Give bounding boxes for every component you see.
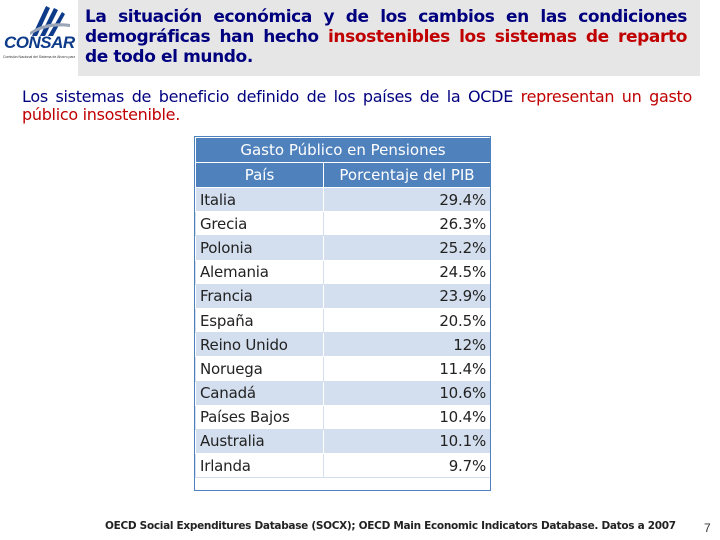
slide-title: La situación económica y de los cambios … (85, 7, 687, 67)
country-cell: Italia (195, 186, 324, 213)
percent-cell: 10.1% (323, 428, 491, 455)
consar-logo: CONSAR Comisión Nacional del Sistema de … (0, 0, 78, 76)
column-header-country: País (195, 162, 324, 188)
country-cell: España (195, 307, 324, 334)
table-row: España 20.5% (195, 307, 491, 334)
table-row: Alemania 24.5% (195, 259, 491, 285)
logo-wordmark: CONSAR (4, 33, 75, 52)
country-cell: Polonia (195, 235, 324, 261)
country-cell: Grecia (195, 211, 324, 237)
percent-cell: 29.4% (323, 186, 491, 213)
country-cell: Reino Unido (195, 332, 324, 358)
table-row: Australia 10.1% (195, 428, 491, 455)
table-row: Francia 23.9% (195, 283, 491, 309)
consar-logo-mark-icon (30, 6, 70, 36)
table-row: Países Bajos 10.4% (195, 404, 491, 430)
table-row: Noruega 11.4% (195, 356, 491, 382)
table-row: Italia 29.4% (195, 186, 491, 213)
percent-cell: 24.5% (323, 259, 491, 285)
country-cell: Países Bajos (195, 404, 324, 430)
country-cell: Noruega (195, 356, 324, 382)
percent-cell: 10.6% (323, 380, 491, 406)
percent-cell: 25.2% (323, 235, 491, 261)
percent-cell: 9.7% (323, 453, 491, 479)
table-row: Polonia 25.2% (195, 235, 491, 261)
logo-tagline: Comisión Nacional del Sistema de Ahorro … (3, 55, 75, 59)
country-cell: Irlanda (195, 453, 324, 479)
country-cell: Canadá (195, 380, 324, 406)
page-number: 7 (704, 521, 711, 535)
table-row: Irlanda 9.7% (195, 453, 491, 479)
percent-cell: 11.4% (323, 356, 491, 382)
table-row: Canadá 10.6% (195, 380, 491, 406)
percent-cell: 20.5% (323, 307, 491, 334)
title-highlight: insostenibles los sistemas de reparto (327, 27, 687, 47)
percent-cell: 26.3% (323, 211, 491, 237)
header-band (78, 0, 700, 76)
subtitle-highlight: representan un gasto público insostenibl… (22, 87, 692, 124)
country-cell: Alemania (195, 259, 324, 285)
source-note: OECD Social Expenditures Database (SOCX)… (105, 520, 676, 532)
slide-subtitle: Los sistemas de beneficio definido de lo… (22, 87, 692, 124)
country-cell: Francia (195, 283, 324, 309)
country-cell: Australia (195, 428, 324, 455)
table-row: Grecia 26.3% (195, 211, 491, 237)
table-row: Reino Unido 12% (195, 332, 491, 358)
pension-spending-table: Gasto Público en Pensiones País Porcenta… (195, 137, 491, 479)
percent-cell: 10.4% (323, 404, 491, 430)
percent-cell: 12% (323, 332, 491, 358)
table-caption: Gasto Público en Pensiones (195, 137, 491, 163)
percent-cell: 23.9% (323, 283, 491, 309)
column-header-percent: Porcentaje del PIB (323, 162, 491, 188)
